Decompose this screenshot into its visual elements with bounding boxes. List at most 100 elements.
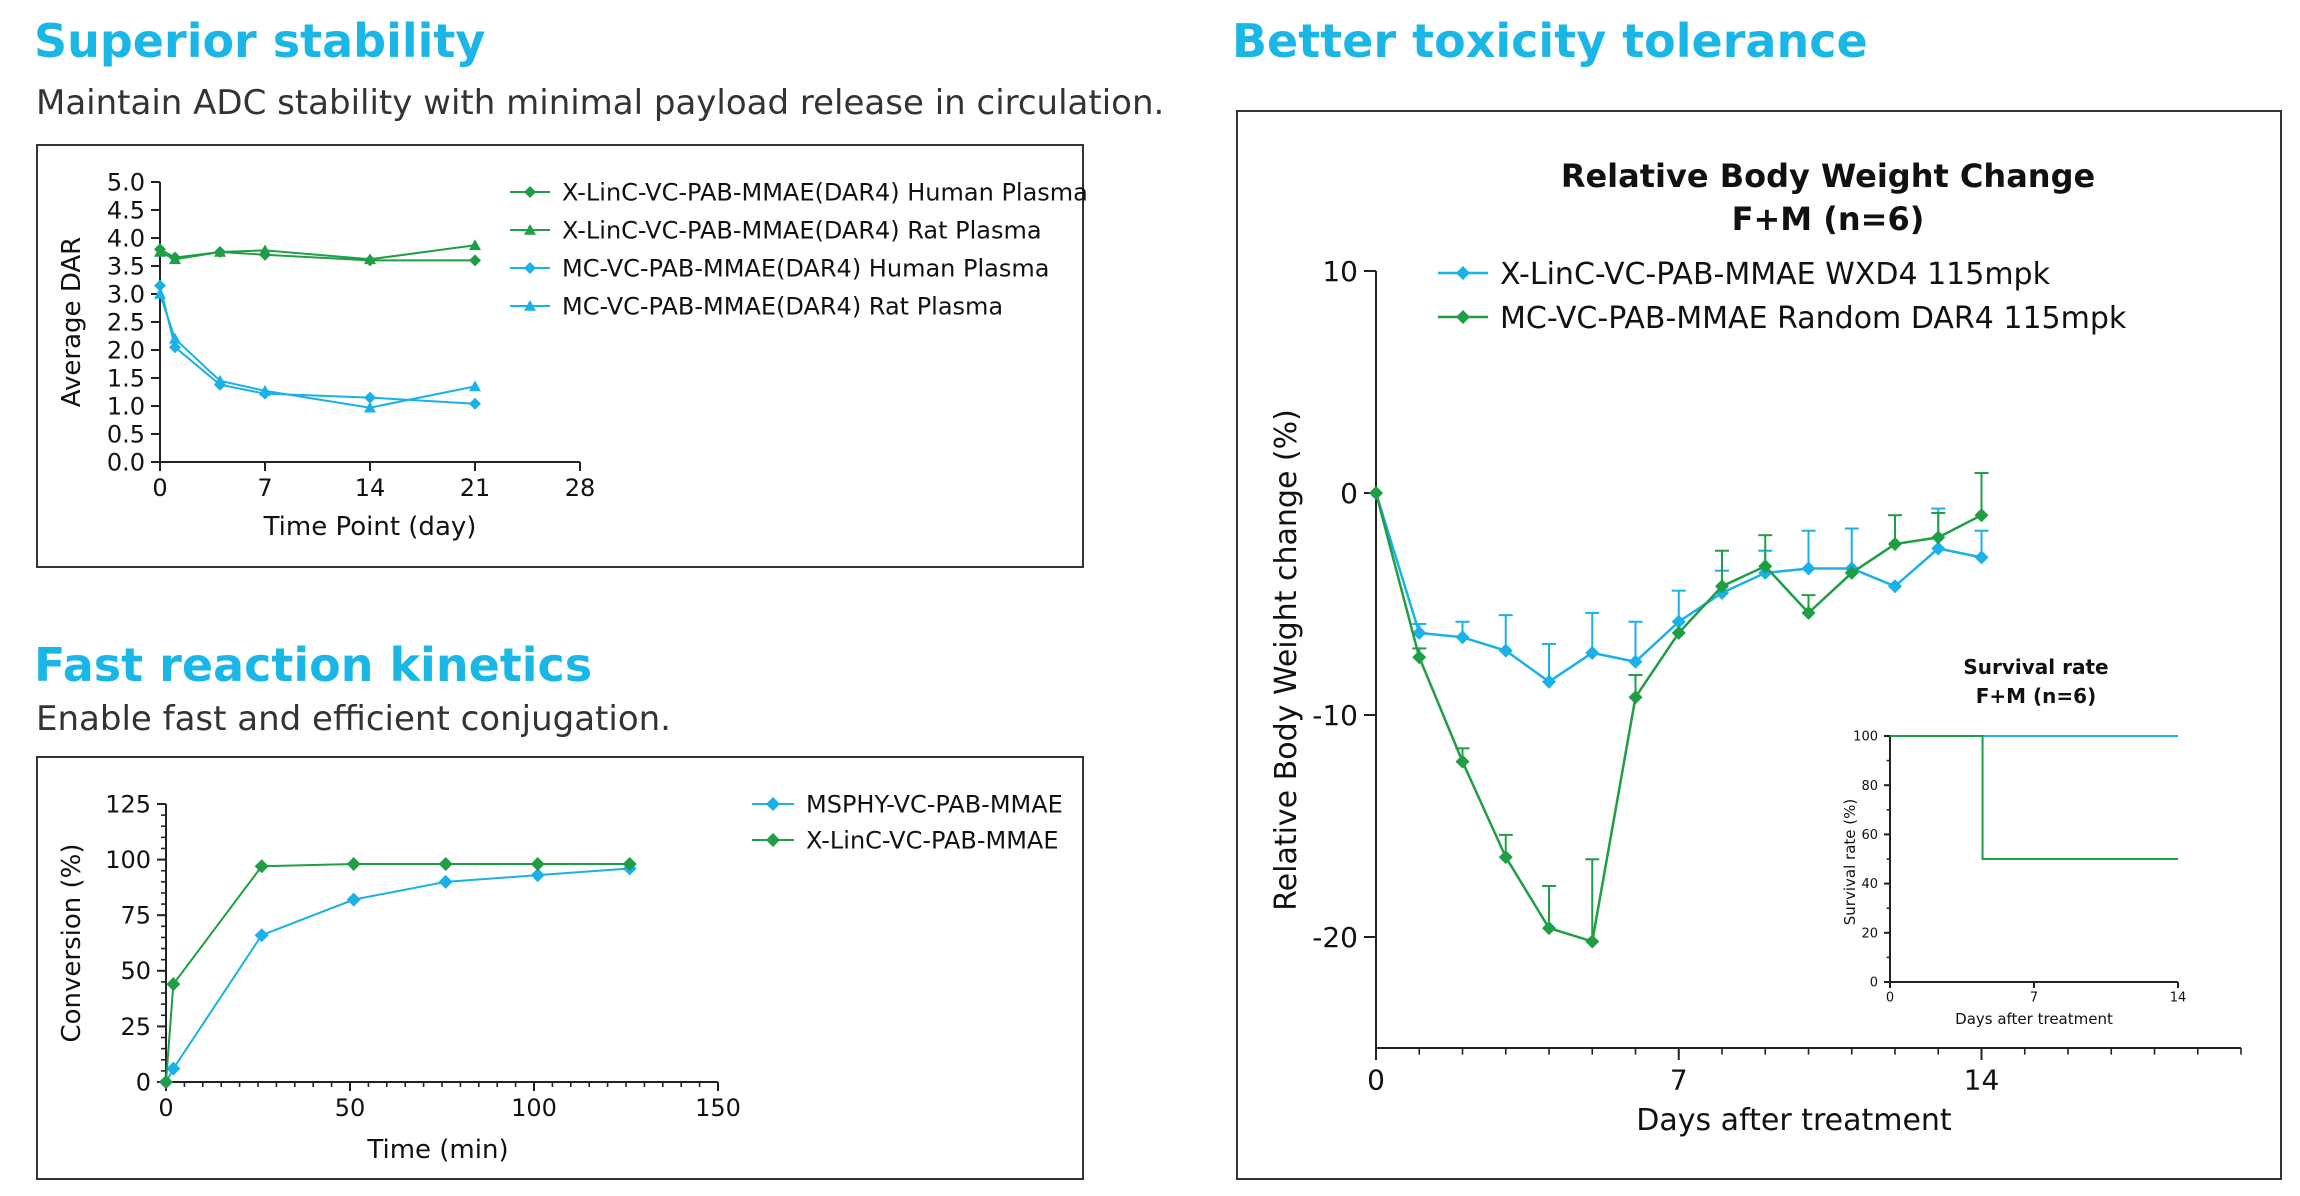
bodyweight-legend-label: X-LinC-VC-PAB-MMAE WXD4 115mpk (1500, 257, 2051, 292)
bodyweight-data-point (1542, 674, 1556, 689)
stability-series-3 (154, 288, 481, 413)
stability-x-tick-label: 7 (257, 474, 272, 502)
stability-y-tick-label: 4.0 (107, 224, 145, 252)
kinetics-subtitle: Enable fast and efficient conjugation. (36, 699, 671, 739)
stability-legend-label: X-LinC-VC-PAB-MMAE(DAR4) Rat Plasma (562, 217, 1042, 245)
kinetics-chart-panel: 0 25 50 75 100 125 0 50 100 150 Time (min) Conversi… (36, 756, 1084, 1180)
stability-data-point (364, 401, 376, 413)
toxicity-title: Better toxicity tolerance (1232, 14, 1868, 68)
stability-legend-marker (524, 186, 536, 198)
bodyweight-data-point (1498, 850, 1513, 865)
stability-legend-item: MC-VC-PAB-MMAE(DAR4) Rat Plasma (510, 293, 1003, 321)
bodyweight-y-axis-label: Relative Body Weight change (%) (1269, 409, 1304, 911)
survival-y-tick-label: 20 (1861, 926, 1878, 941)
bodyweight-series-1 (1369, 472, 1989, 949)
kinetics-y-axis-label: Conversion (%) (57, 843, 87, 1042)
bodyweight-data-point (1628, 690, 1643, 705)
bodyweight-data-point (1974, 550, 1989, 565)
bodyweight-data-point (1888, 579, 1902, 594)
stability-y-tick-label: 1.0 (107, 392, 145, 420)
stability-data-point (469, 397, 481, 410)
bodyweight-data-point (1931, 530, 1946, 545)
stability-data-point (214, 374, 226, 386)
bodyweight-y-tick-label: -20 (1312, 921, 1358, 954)
kinetics-legend-marker (766, 833, 780, 847)
stability-chart: 0.00.51.01.52.02.53.03.54.04.55.0 0 7 14 21 2… (57, 168, 1088, 542)
stability-y-tick-label: 5.0 (107, 168, 145, 196)
kinetics-data-point (438, 874, 453, 889)
bodyweight-x-tick-label: 14 (1964, 1063, 2000, 1096)
bodyweight-data-point (1758, 559, 1773, 574)
bodyweight-data-point (1412, 650, 1427, 665)
kinetics-data-point (254, 859, 269, 874)
survival-x-tick-label: 14 (2170, 991, 2187, 1006)
stability-data-point (169, 253, 181, 265)
bodyweight-data-point (1801, 605, 1816, 620)
kinetics-x-tick-label: 0 (158, 1094, 173, 1122)
bodyweight-data-point (1542, 921, 1556, 936)
kinetics-data-point (438, 857, 453, 872)
stability-data-point (469, 239, 481, 251)
stability-y-axis-label: Average DAR (57, 237, 87, 407)
stability-data-point (169, 332, 181, 344)
survival-chart-subtitle: F+M (n=6) (1976, 684, 2096, 708)
bodyweight-data-point (1455, 754, 1470, 769)
kinetics-series-0 (159, 861, 637, 1089)
survival-x-axis-label: Days after treatment (1955, 1010, 2113, 1028)
stability-series-2 (154, 279, 481, 410)
kinetics-data-point (346, 892, 361, 907)
bodyweight-series-0 (1369, 486, 1989, 689)
bodyweight-data-point (1671, 614, 1686, 629)
kinetics-legend-item: X-LinC-VC-PAB-MMAE (752, 827, 1058, 855)
stability-data-point (259, 384, 271, 396)
kinetics-chart: 0 25 50 75 100 125 0 50 100 150 Time (min) Conversi… (57, 790, 1063, 1165)
bodyweight-data-point (1715, 579, 1729, 594)
bodyweight-chart-subtitle: F+M (n=6) (1732, 200, 1925, 238)
stability-data-point (469, 254, 481, 267)
bodyweight-data-point (1974, 508, 1989, 523)
stability-legend-marker (524, 262, 536, 274)
survival-series-1 (1890, 735, 2178, 860)
stability-x-tick-label: 14 (355, 474, 386, 502)
kinetics-y-tick-label: 100 (105, 846, 151, 874)
stability-y-tick-label: 2.5 (107, 308, 145, 336)
kinetics-x-axis-label: Time (min) (366, 1135, 508, 1165)
kinetics-series-1 (159, 857, 637, 1089)
kinetics-y-tick-label: 125 (105, 790, 151, 818)
bodyweight-y-tick-label: -10 (1312, 699, 1358, 732)
stability-legend-marker (524, 224, 536, 235)
stability-data-point (169, 341, 181, 354)
stability-x-tick-label: 21 (460, 474, 491, 502)
survival-series-line (1890, 735, 2178, 860)
bodyweight-data-point (1888, 537, 1902, 552)
bodyweight-data-point (1628, 654, 1643, 669)
stability-y-tick-label: 2.0 (107, 336, 145, 364)
kinetics-data-point (622, 857, 637, 872)
stability-y-tick-label: 4.5 (107, 196, 145, 224)
stability-subtitle: Maintain ADC stability with minimal payl… (36, 83, 1165, 123)
stability-y-tick-label: 0.0 (107, 448, 145, 476)
stability-y-tick-label: 3.5 (107, 252, 145, 280)
bodyweight-chart: -20 -10 0 100 7 14 Days after treatment Relativ… (1269, 157, 2242, 1138)
stability-legend-label: X-LinC-VC-PAB-MMAE(DAR4) Human Plasma (562, 179, 1088, 207)
stability-series-1 (154, 239, 481, 265)
survival-inset: 0 20 40 60 80 100 0 7 14 Days after treatment Surv… (1841, 655, 2186, 1028)
kinetics-y-tick-label: 75 (120, 902, 151, 930)
survival-y-tick-label: 80 (1861, 779, 1878, 794)
kinetics-data-point (530, 868, 545, 883)
stability-title: Superior stability (34, 14, 486, 68)
bodyweight-data-point (1412, 625, 1427, 640)
stability-y-tick-label: 3.0 (107, 280, 145, 308)
survival-x-tick-label: 0 (1886, 991, 1894, 1006)
stability-legend-marker (524, 300, 536, 311)
survival-y-tick-label: 100 (1853, 730, 1878, 745)
kinetics-legend-label: X-LinC-VC-PAB-MMAE (806, 827, 1058, 855)
kinetics-y-tick-label: 50 (120, 957, 151, 985)
toxicity-chart-panel: -20 -10 0 10 0 7 14 Days after treatment Relativ… (1236, 110, 2282, 1180)
bodyweight-data-point (1369, 486, 1383, 500)
bodyweight-legend-item: X-LinC-VC-PAB-MMAE WXD4 115mpk (1438, 257, 2051, 292)
bodyweight-chart-title: Relative Body Weight Change (1561, 157, 2095, 195)
stability-data-point (214, 246, 226, 257)
kinetics-data-point (159, 1075, 173, 1089)
bodyweight-x-tick-label: 7 (1670, 1063, 1688, 1096)
